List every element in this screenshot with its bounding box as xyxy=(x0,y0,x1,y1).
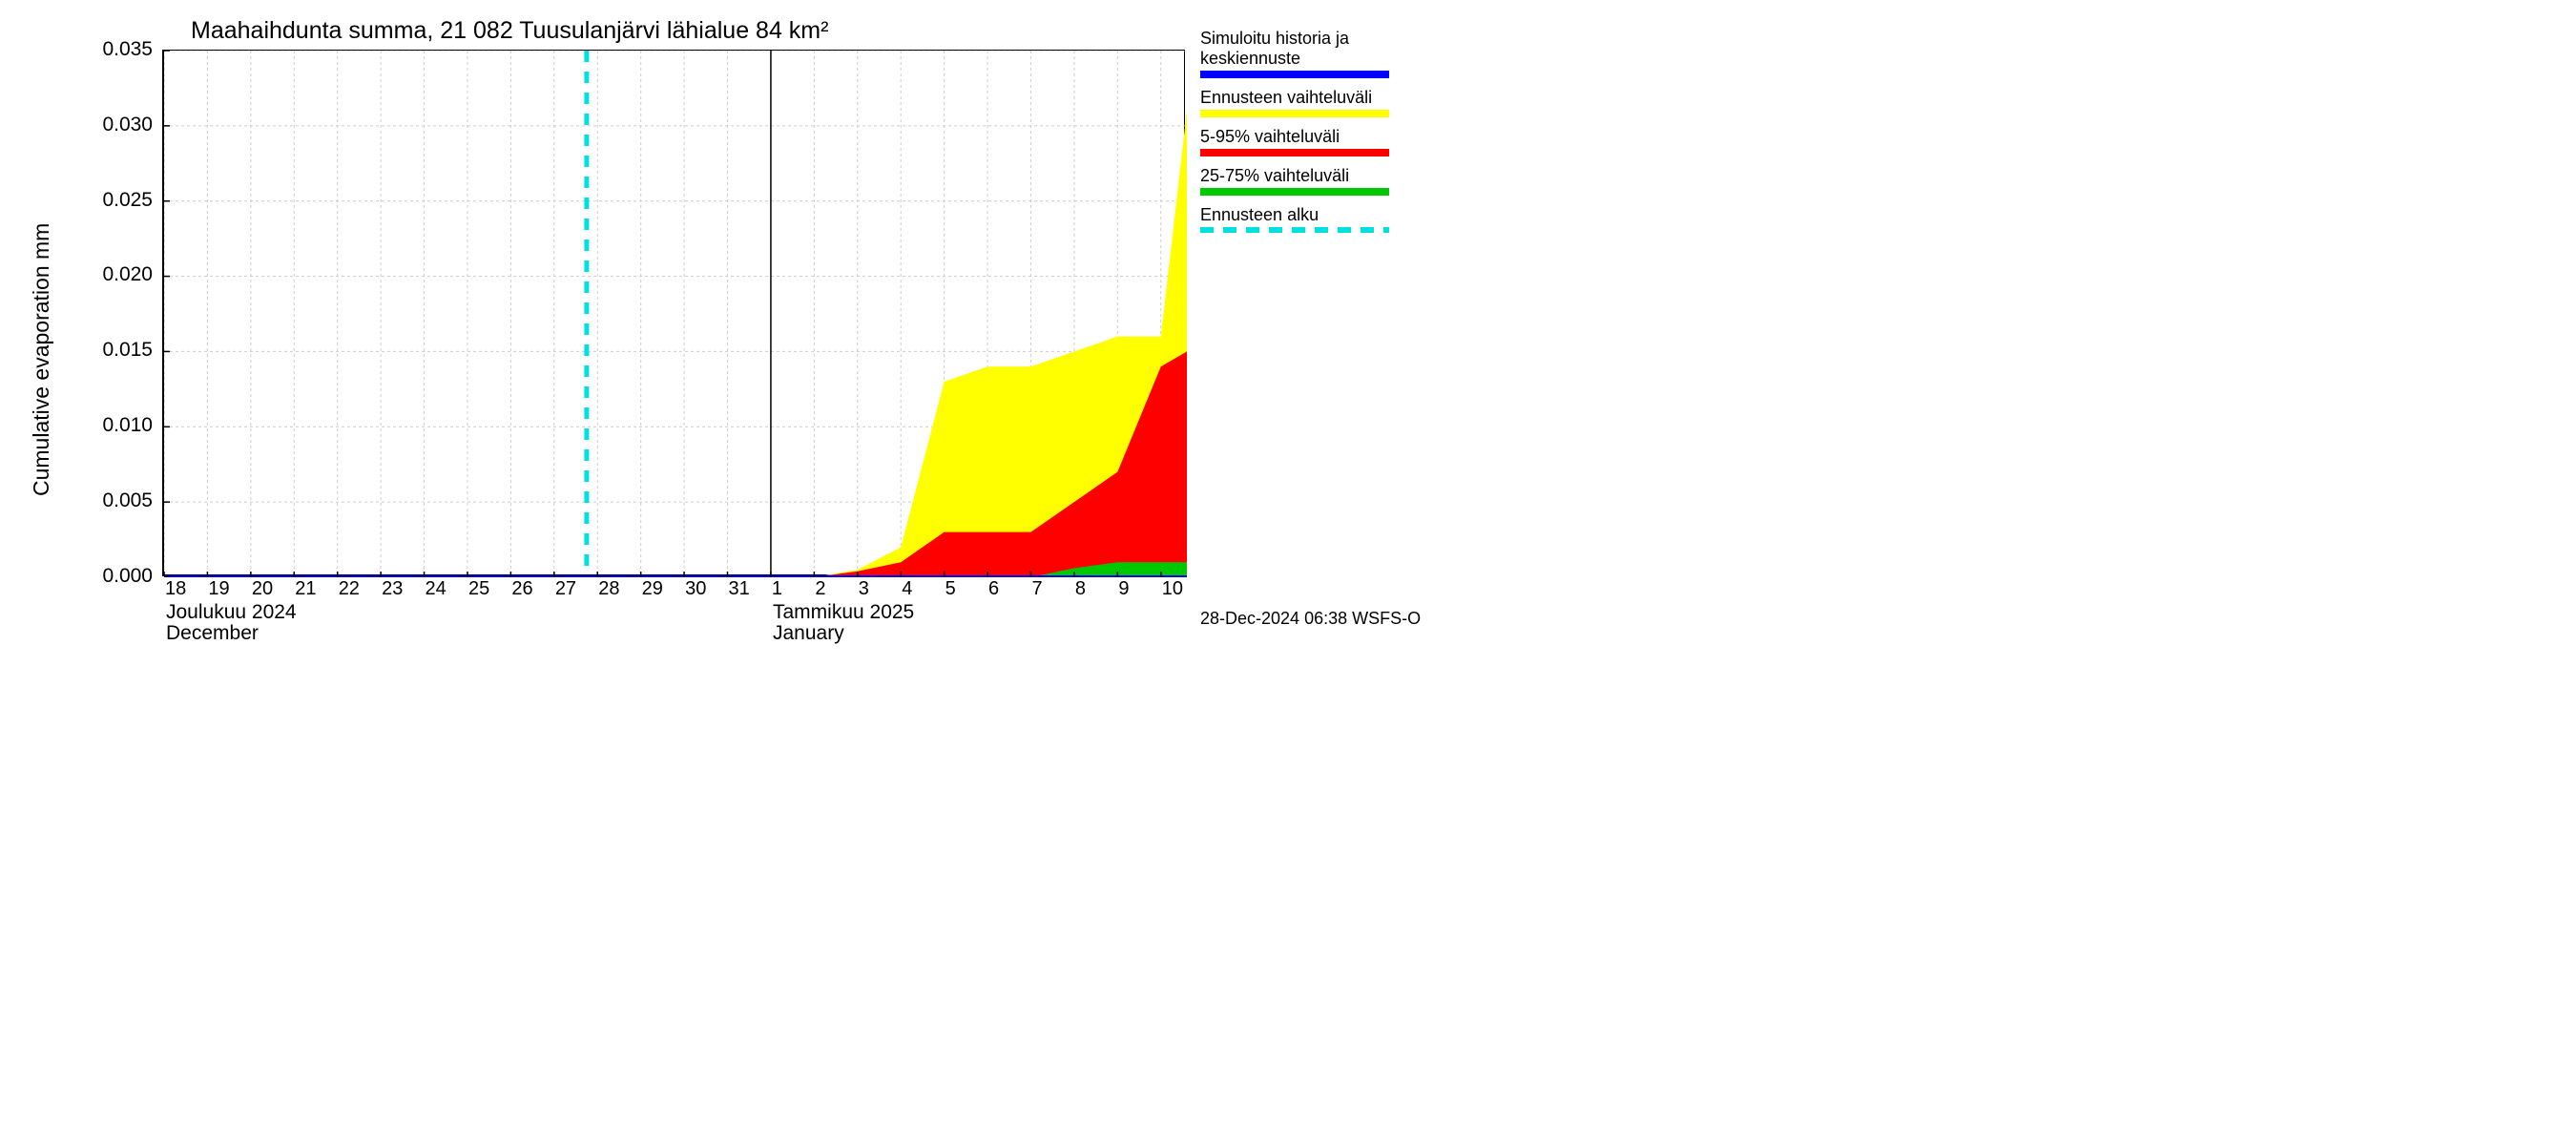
legend-item-p50: 25-75% vaihteluväli xyxy=(1200,166,1420,196)
month-label-fi-1: Joulukuu 2024 xyxy=(166,601,297,624)
xtick-label: 2 xyxy=(815,578,825,600)
legend-swatch-sim xyxy=(1200,71,1389,78)
chart-container: Maahaihdunta summa, 21 082 Tuusulanjärvi… xyxy=(0,0,1431,636)
xtick-label: 18 xyxy=(165,578,186,600)
legend-label: Ennusteen vaihteluväli xyxy=(1200,88,1420,108)
xtick-label: 8 xyxy=(1075,578,1086,600)
xtick-label: 30 xyxy=(685,578,706,600)
legend: Simuloitu historia ja keskiennuste Ennus… xyxy=(1200,29,1420,242)
legend-item-range: Ennusteen vaihteluväli xyxy=(1200,88,1420,117)
xtick-label: 22 xyxy=(339,578,360,600)
xtick-label: 26 xyxy=(511,578,532,600)
xtick-label: 28 xyxy=(598,578,619,600)
xtick-label: 3 xyxy=(859,578,869,600)
legend-label: 25-75% vaihteluväli xyxy=(1200,166,1420,186)
legend-swatch-start xyxy=(1200,227,1389,233)
legend-label: 5-95% vaihteluväli xyxy=(1200,127,1420,147)
ytick-label: 0.030 xyxy=(86,114,153,136)
ytick-label: 0.010 xyxy=(86,414,153,437)
xtick-label: 9 xyxy=(1118,578,1129,600)
legend-item-start: Ennusteen alku xyxy=(1200,205,1420,233)
ytick-label: 0.000 xyxy=(86,565,153,588)
legend-swatch-p90 xyxy=(1200,149,1389,156)
xtick-label: 20 xyxy=(252,578,273,600)
xtick-label: 7 xyxy=(1031,578,1042,600)
legend-label: Simuloitu historia ja xyxy=(1200,29,1420,49)
month-label-en-2: January xyxy=(773,622,844,645)
xtick-label: 23 xyxy=(382,578,403,600)
chart-title: Maahaihdunta summa, 21 082 Tuusulanjärvi… xyxy=(191,17,828,45)
ytick-label: 0.025 xyxy=(86,189,153,212)
xtick-label: 6 xyxy=(988,578,999,600)
legend-swatch-range xyxy=(1200,110,1389,117)
plot-svg xyxy=(164,51,1187,577)
legend-label: keskiennuste xyxy=(1200,49,1420,69)
plot-area xyxy=(162,50,1185,576)
xtick-label: 25 xyxy=(468,578,489,600)
month-label-fi-2: Tammikuu 2025 xyxy=(773,601,914,624)
xtick-label: 1 xyxy=(772,578,782,600)
y-axis-label: Cumulative evaporation mm xyxy=(29,223,54,496)
ytick-label: 0.020 xyxy=(86,263,153,286)
legend-item-sim: Simuloitu historia ja keskiennuste xyxy=(1200,29,1420,78)
legend-item-p90: 5-95% vaihteluväli xyxy=(1200,127,1420,156)
xtick-label: 21 xyxy=(295,578,316,600)
footer-timestamp: 28-Dec-2024 06:38 WSFS-O xyxy=(1200,609,1421,629)
month-label-en-1: December xyxy=(166,622,259,645)
ytick-label: 0.035 xyxy=(86,38,153,61)
xtick-label: 5 xyxy=(945,578,956,600)
xtick-label: 4 xyxy=(902,578,912,600)
xtick-label: 19 xyxy=(208,578,229,600)
ytick-label: 0.005 xyxy=(86,489,153,512)
xtick-label: 10 xyxy=(1162,578,1183,600)
xtick-label: 24 xyxy=(426,578,447,600)
ytick-label: 0.015 xyxy=(86,339,153,362)
xtick-label: 31 xyxy=(729,578,750,600)
xtick-label: 27 xyxy=(555,578,576,600)
xtick-label: 29 xyxy=(642,578,663,600)
legend-swatch-p50 xyxy=(1200,188,1389,196)
legend-label: Ennusteen alku xyxy=(1200,205,1420,225)
